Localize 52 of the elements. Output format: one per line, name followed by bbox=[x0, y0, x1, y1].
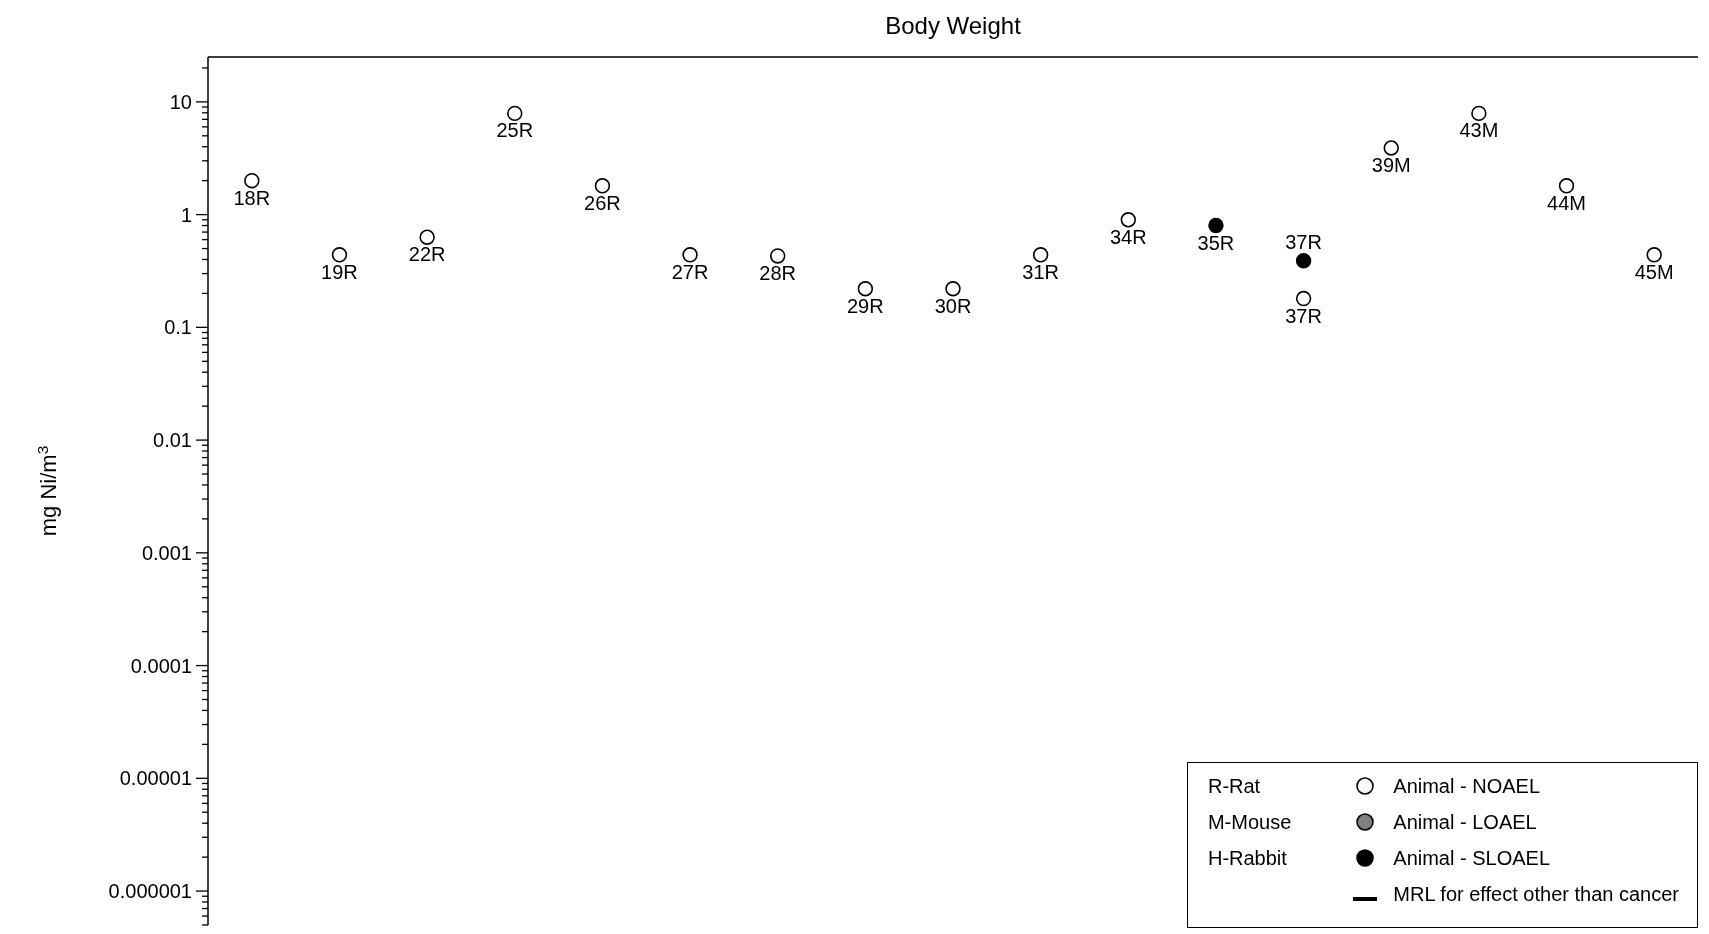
series-label: 37R bbox=[1285, 230, 1322, 253]
point bbox=[507, 105, 523, 122]
point bbox=[1646, 247, 1662, 263]
legend-label: Animal - LOAEL bbox=[1393, 810, 1537, 834]
y-tick-label: 0.01 bbox=[153, 429, 192, 452]
y-tick-label: 0.001 bbox=[141, 541, 192, 564]
point bbox=[1032, 247, 1049, 263]
y-tick-label: 1 bbox=[180, 203, 192, 226]
point bbox=[945, 281, 961, 297]
y-tick-label: 0.0001 bbox=[130, 654, 192, 677]
point bbox=[594, 178, 611, 194]
point bbox=[682, 247, 698, 263]
point bbox=[1558, 178, 1575, 194]
point bbox=[1471, 105, 1487, 122]
point bbox=[419, 229, 435, 245]
point bbox=[331, 247, 348, 263]
point bbox=[1295, 253, 1312, 269]
series-label: 34R bbox=[1109, 225, 1147, 248]
series-label: 22R bbox=[408, 243, 446, 266]
chart-title: Body Weight bbox=[885, 12, 1022, 39]
series-label: 44M bbox=[1547, 191, 1586, 214]
y-tick-label: 0.1 bbox=[164, 316, 192, 339]
y-tick-label: 0.000001 bbox=[108, 880, 192, 903]
point bbox=[1208, 217, 1224, 234]
annotation: M-Mouse bbox=[1207, 810, 1292, 835]
legend-label: Animal - SLOAEL bbox=[1393, 846, 1551, 870]
point bbox=[1383, 140, 1399, 156]
series-label: 45M bbox=[1634, 260, 1674, 283]
series-label: 39M bbox=[1371, 153, 1411, 176]
y-tick-label: 0.00001 bbox=[119, 767, 192, 790]
point bbox=[1295, 290, 1312, 307]
series-label: 37R bbox=[1285, 304, 1322, 327]
series-label: 27R bbox=[671, 260, 709, 283]
series-label: 43M bbox=[1459, 119, 1499, 142]
series-label: 28R bbox=[759, 261, 797, 284]
series-label: 31R bbox=[1022, 260, 1059, 283]
y-tick-label: 10 bbox=[169, 90, 192, 113]
series-label: 35R bbox=[1197, 231, 1235, 254]
series-label: 18R bbox=[233, 186, 271, 209]
legend-label: Animal - NOAEL bbox=[1393, 774, 1541, 798]
annotation: R-Rat bbox=[1207, 774, 1262, 799]
series-label: 29R bbox=[847, 294, 884, 317]
series-label: 19R bbox=[321, 260, 358, 283]
point bbox=[1120, 212, 1136, 228]
series-label: 30R bbox=[934, 294, 972, 317]
point bbox=[857, 281, 874, 297]
series-label: 26R bbox=[584, 191, 621, 214]
legend-label: MRL for effect other than cancer bbox=[1393, 882, 1679, 906]
point bbox=[244, 172, 260, 189]
series-label: 25R bbox=[496, 119, 534, 142]
annotation: H-Rabbit bbox=[1207, 846, 1288, 871]
point bbox=[770, 248, 786, 264]
